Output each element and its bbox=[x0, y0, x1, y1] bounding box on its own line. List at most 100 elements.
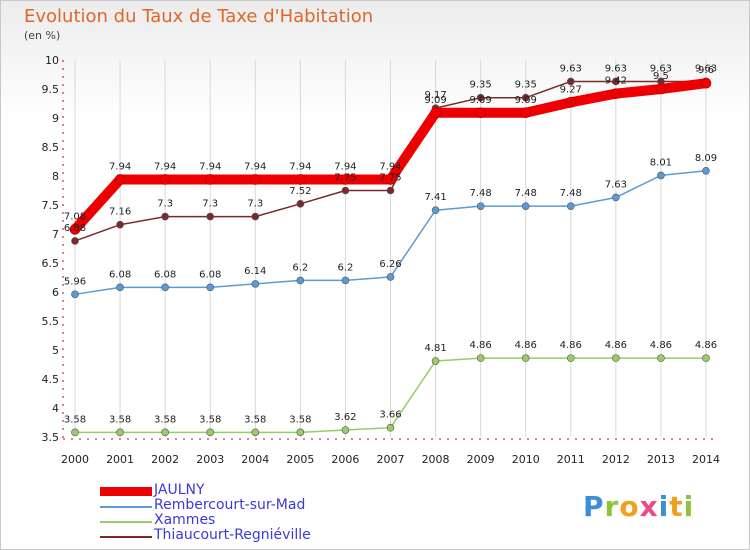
data-point bbox=[296, 200, 305, 208]
data-label: 7.41 bbox=[424, 192, 446, 203]
data-point bbox=[159, 174, 171, 185]
data-point bbox=[702, 354, 710, 362]
y-tick-label: 7 bbox=[52, 228, 59, 241]
data-label: 6.2 bbox=[337, 262, 353, 273]
data-label: 9.09 bbox=[424, 95, 446, 106]
data-label: 3.66 bbox=[379, 410, 401, 421]
legend-swatch-jaulny bbox=[100, 487, 152, 496]
data-label: 8.09 bbox=[695, 153, 717, 164]
data-label: 4.81 bbox=[424, 343, 446, 354]
y-tick-label: 5 bbox=[52, 344, 59, 357]
data-label: 3.58 bbox=[199, 414, 221, 425]
data-label: 9.42 bbox=[605, 76, 627, 87]
data-label: 3.58 bbox=[109, 414, 131, 425]
data-label: 7.52 bbox=[289, 186, 311, 197]
data-point bbox=[249, 174, 261, 185]
x-tick-label: 2008 bbox=[422, 453, 450, 466]
data-point bbox=[700, 77, 712, 89]
data-point bbox=[566, 77, 575, 86]
data-label: 9.63 bbox=[560, 63, 582, 74]
data-point bbox=[296, 276, 305, 285]
data-label: 9.09 bbox=[470, 95, 492, 106]
data-point bbox=[71, 428, 79, 437]
data-point bbox=[521, 202, 530, 210]
data-label: 4.86 bbox=[695, 340, 717, 351]
x-tick-label: 2006 bbox=[331, 453, 359, 466]
data-label: 6.14 bbox=[244, 266, 266, 277]
legend-swatch-rembercourt bbox=[100, 506, 152, 508]
data-point bbox=[610, 88, 622, 99]
data-label: 3.58 bbox=[64, 414, 86, 425]
legend-swatch-thiaucourt bbox=[100, 536, 152, 538]
data-label: 7.94 bbox=[244, 161, 266, 172]
data-point bbox=[340, 174, 351, 185]
data-point bbox=[565, 97, 577, 108]
logo-letter: t bbox=[669, 490, 684, 523]
data-label: 4.86 bbox=[515, 340, 537, 351]
y-tick-label: 6 bbox=[52, 286, 59, 299]
data-label: 9.17 bbox=[424, 90, 446, 101]
proxiti-logo: Proxiti bbox=[583, 490, 694, 523]
x-tick-label: 2011 bbox=[557, 453, 585, 466]
logo-letter: P bbox=[583, 490, 605, 523]
chart-title: Evolution du Taux de Taxe d'Habitation bbox=[24, 6, 374, 27]
data-label: 7.94 bbox=[334, 161, 356, 172]
x-tick-label: 2009 bbox=[467, 453, 495, 466]
data-label: 7.75 bbox=[379, 173, 401, 184]
legend-label-thiaucourt: Thiaucourt-Regniéville bbox=[154, 527, 311, 543]
data-point bbox=[657, 171, 665, 180]
data-point bbox=[566, 354, 575, 362]
x-tick-label: 2002 bbox=[151, 453, 179, 466]
data-label: 6.08 bbox=[154, 269, 176, 280]
data-label: 9.09 bbox=[515, 95, 537, 106]
y-tick-label: 5.5 bbox=[42, 315, 60, 328]
data-point bbox=[612, 77, 620, 86]
y-tick-label: 8.5 bbox=[42, 141, 60, 154]
data-point bbox=[251, 280, 260, 288]
data-label: 7.75 bbox=[334, 173, 356, 184]
legend-label-rembercourt: Rembercourt-sur-Mad bbox=[154, 497, 306, 513]
legend-swatch-xammes bbox=[100, 521, 152, 523]
y-tick-label: 3.5 bbox=[42, 431, 60, 444]
data-point bbox=[521, 93, 530, 102]
data-point bbox=[702, 166, 710, 175]
data-label: 6.08 bbox=[199, 269, 221, 280]
y-tick-label: 9 bbox=[52, 112, 59, 125]
data-point bbox=[69, 224, 81, 235]
data-point bbox=[114, 174, 126, 185]
data-point bbox=[430, 107, 441, 119]
data-label: 7.48 bbox=[470, 188, 492, 199]
y-tick-label: 9.5 bbox=[42, 83, 60, 96]
x-tick-label: 2004 bbox=[241, 453, 269, 466]
legend-label-jaulny: JAULNY bbox=[154, 482, 205, 498]
data-label: 6.88 bbox=[64, 223, 86, 234]
data-point bbox=[341, 186, 350, 195]
data-point bbox=[71, 290, 79, 299]
data-point bbox=[161, 212, 169, 221]
logo-letter: r bbox=[604, 490, 620, 523]
data-point bbox=[386, 186, 395, 195]
data-label: 4.86 bbox=[470, 340, 492, 351]
data-point bbox=[204, 174, 216, 185]
x-tick-label: 2012 bbox=[602, 453, 630, 466]
data-label: 7.48 bbox=[515, 188, 537, 199]
x-tick-label: 2001 bbox=[106, 453, 134, 466]
data-point bbox=[251, 428, 260, 437]
data-point bbox=[476, 202, 485, 210]
data-label: 9.35 bbox=[470, 80, 492, 91]
data-point bbox=[657, 354, 665, 362]
data-point bbox=[520, 107, 532, 119]
data-point bbox=[476, 354, 485, 362]
data-point bbox=[206, 283, 215, 292]
data-label: 7.94 bbox=[154, 161, 176, 172]
data-label: 7.94 bbox=[109, 161, 131, 172]
data-point bbox=[341, 276, 350, 285]
x-tick-label: 2000 bbox=[61, 453, 89, 466]
data-label: 9.63 bbox=[650, 63, 672, 74]
y-tick-label: 4.5 bbox=[42, 373, 60, 386]
data-point bbox=[161, 428, 169, 437]
data-point bbox=[385, 174, 396, 185]
data-point bbox=[431, 357, 440, 365]
y-tick-label: 6.5 bbox=[42, 257, 60, 270]
x-tick-label: 2003 bbox=[196, 453, 224, 466]
